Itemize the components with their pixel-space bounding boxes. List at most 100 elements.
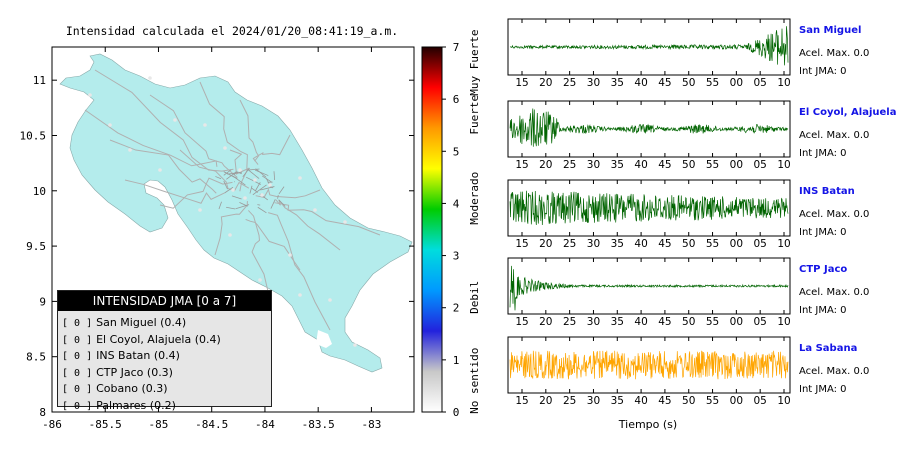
urban-road (248, 169, 260, 179)
station-name: La Sabana (799, 343, 857, 354)
urban-road (278, 186, 285, 195)
city-marker (328, 298, 332, 302)
legend-item: [ 0 ] Cobano (0.3) (62, 381, 271, 398)
nicoya-gulf-islands (120, 170, 142, 190)
waveform-x-tick-label: 55 (706, 77, 719, 89)
colorbar-tick-label: 3 (453, 250, 460, 263)
waveform-trace (509, 26, 789, 66)
waveform-x-tick-label: 15 (515, 77, 528, 89)
city-marker (253, 178, 257, 182)
legend-item-value: [ 0 ] (62, 351, 93, 362)
road (252, 134, 291, 165)
city-marker (158, 168, 162, 172)
legend-item: [ 0 ] San Miguel (0.4) (62, 315, 271, 332)
road (274, 202, 381, 236)
city-marker (258, 278, 262, 282)
map-y-tick-label: 8.5 (26, 351, 46, 364)
road (149, 94, 238, 178)
map-y-tick-label: 9.5 (26, 240, 46, 253)
urban-road (252, 184, 267, 196)
colorbar-category-label: No sentido (468, 348, 481, 414)
waveform-panel: 15 20 25 30 35 40 45 50 55 00 05 10 El Coyol, Alajue… (507, 100, 896, 171)
map-y-tick-label: 9 (39, 295, 46, 308)
intensity-legend: INTENSIDAD JMA [0 a 7] [ 0 ] San Miguel (… (57, 290, 272, 412)
waveform-x-tick-label: 20 (539, 159, 552, 171)
city-marker (223, 146, 227, 150)
waveform-x-tick-label: 45 (658, 395, 671, 407)
waveform-x-tick-label: 30 (587, 395, 600, 407)
city-marker (228, 233, 232, 237)
urban-road (273, 171, 276, 181)
city-marker (268, 183, 272, 187)
urban-road (215, 176, 222, 180)
waveform-x-tick-label: 35 (611, 316, 624, 328)
urban-road (278, 199, 286, 207)
city-marker (198, 208, 202, 212)
waveform-x-tick-label: 20 (539, 238, 552, 250)
colorbar-tick-label: 0 (453, 406, 460, 419)
waveform-x-tick-label: 10 (777, 238, 790, 250)
urban-road (232, 175, 246, 186)
waveform-panel: 15 20 25 30 35 40 45 50 55 00 05 10 San Miguel Acel. … (507, 18, 869, 89)
road (268, 212, 331, 331)
legend-item-value: [ 0 ] (62, 367, 93, 379)
urban-road (257, 206, 267, 214)
urban-road (261, 175, 273, 183)
city-marker (298, 176, 302, 180)
urban-road (235, 204, 250, 210)
road (124, 179, 226, 204)
waveform-x-tick-label: 00 (730, 316, 743, 328)
waveform-trace (509, 108, 789, 147)
waveform-x-tick-label: 15 (515, 395, 528, 407)
waveform-x-tick-label: 10 (777, 159, 790, 171)
waveform-x-tick-label: 35 (611, 77, 624, 89)
legend-item-value: [ 0 ] (62, 400, 93, 412)
city-marker (88, 93, 92, 97)
urban-road (260, 186, 275, 191)
colorbar-category-label: Debil (468, 281, 481, 314)
urban-road (270, 199, 276, 209)
urban-road (277, 194, 279, 199)
station-name: San Miguel (799, 25, 861, 36)
map-x-tick-label: -83 (361, 418, 381, 431)
colorbar-category-label: Fuerte (468, 95, 481, 135)
waveform-x-tick-label: 05 (753, 238, 766, 250)
station-name: INS Batan (799, 186, 855, 197)
waveform-x-tick-label: 15 (515, 159, 528, 171)
waveform-x-tick-label: 00 (730, 238, 743, 250)
waveform-trace (509, 190, 789, 226)
city-marker (231, 188, 235, 192)
city-marker (238, 168, 242, 172)
urban-road (233, 171, 239, 175)
road (199, 81, 248, 169)
waveform-x-tick-label: 50 (682, 238, 695, 250)
map-x-tick-label: -84 (255, 418, 275, 431)
waveform-x-tick-label: 15 (515, 316, 528, 328)
map-y-tick-label: 8 (39, 406, 46, 419)
waveform-x-tick-label: 50 (682, 159, 695, 171)
waveform-x-tick-label: 15 (515, 238, 528, 250)
map-x-tick-label: -84.5 (195, 418, 228, 431)
city-marker (243, 196, 247, 200)
road-network (84, 69, 381, 331)
map-y-axis: 8 8.5 9 9.5 10 10.5 11 (20, 74, 414, 419)
urban-road (231, 195, 242, 200)
waveform-x-tick-label: 05 (753, 159, 766, 171)
waveform-x-tick-label: 10 (777, 395, 790, 407)
waveform-x-tick-label: 45 (658, 238, 671, 250)
urban-road (255, 169, 269, 176)
waveform-x-tick-label: 00 (730, 77, 743, 89)
city-marker (173, 118, 177, 122)
waveform-x-tick-label: 25 (563, 238, 576, 250)
waveform-panel: 15 20 25 30 35 40 45 50 55 00 05 10 INS Batan Acel. M… (507, 179, 869, 250)
waveform-x-tick-label: 55 (706, 159, 719, 171)
waveform-x-tick-label: 50 (682, 316, 695, 328)
urban-road (251, 187, 258, 193)
colorbar-tick-label: 6 (453, 93, 460, 106)
station-int-jma: Int JMA: 0 (799, 227, 847, 238)
road (94, 69, 234, 172)
waveform-x-tick-label: 10 (777, 77, 790, 89)
city-marker (353, 343, 357, 347)
legend-item-value: [ 0 ] (62, 318, 93, 329)
legend-item: [ 0 ] INS Batan (0.4) (62, 348, 271, 365)
